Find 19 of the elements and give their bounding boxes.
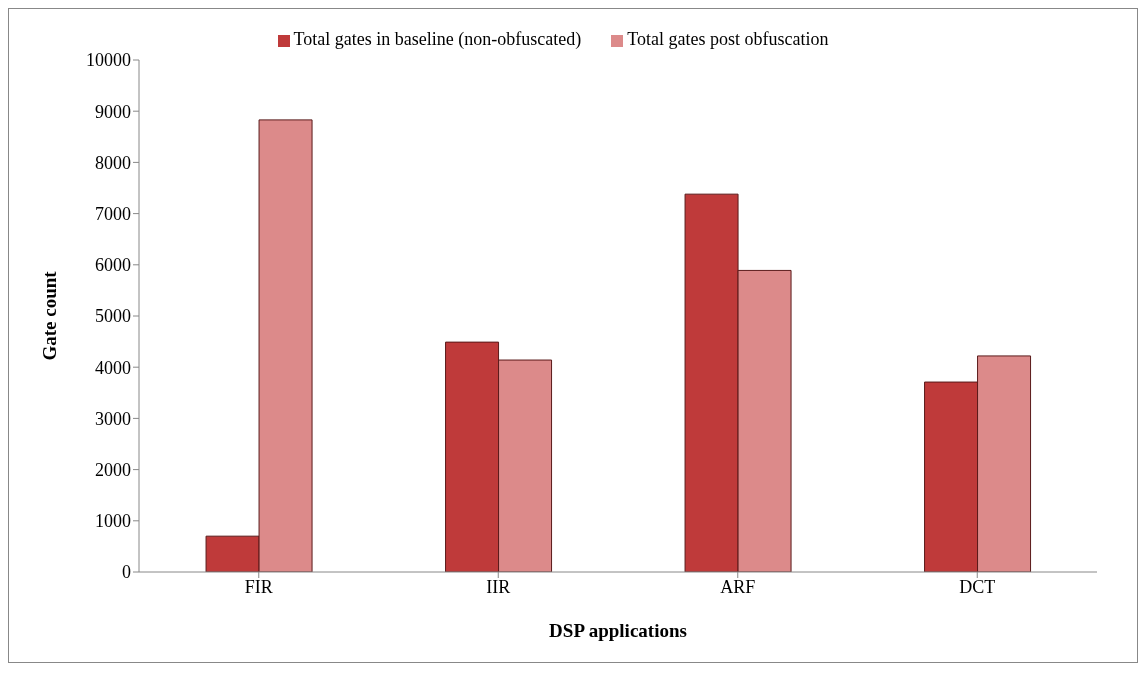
- y-tick-label: 2000: [95, 459, 131, 480]
- legend-label: Total gates in baseline (non-obfuscated): [293, 29, 582, 49]
- x-tick-label: FIR: [244, 576, 273, 597]
- y-tick-label: 3000: [95, 408, 131, 429]
- legend-label: Total gates post obfuscation: [627, 29, 829, 49]
- y-axis-title: Gate count: [38, 270, 60, 361]
- y-tick-label: 9000: [95, 101, 131, 122]
- y-tick-label: 8000: [95, 152, 131, 173]
- y-tick-label: 1000: [95, 511, 131, 532]
- x-tick-label: DCT: [959, 576, 996, 597]
- y-tick-label: 6000: [95, 255, 131, 276]
- x-axis-title: DSP applications: [549, 620, 687, 641]
- x-tick-label: IIR: [486, 576, 511, 597]
- y-tick-label: 4000: [95, 357, 131, 378]
- y-tick-label: 5000: [95, 306, 131, 327]
- y-tick-label: 10000: [86, 50, 131, 71]
- y-tick-label: 7000: [95, 203, 131, 224]
- x-tick-label: ARF: [720, 576, 756, 597]
- y-tick-label: 0: [122, 562, 131, 583]
